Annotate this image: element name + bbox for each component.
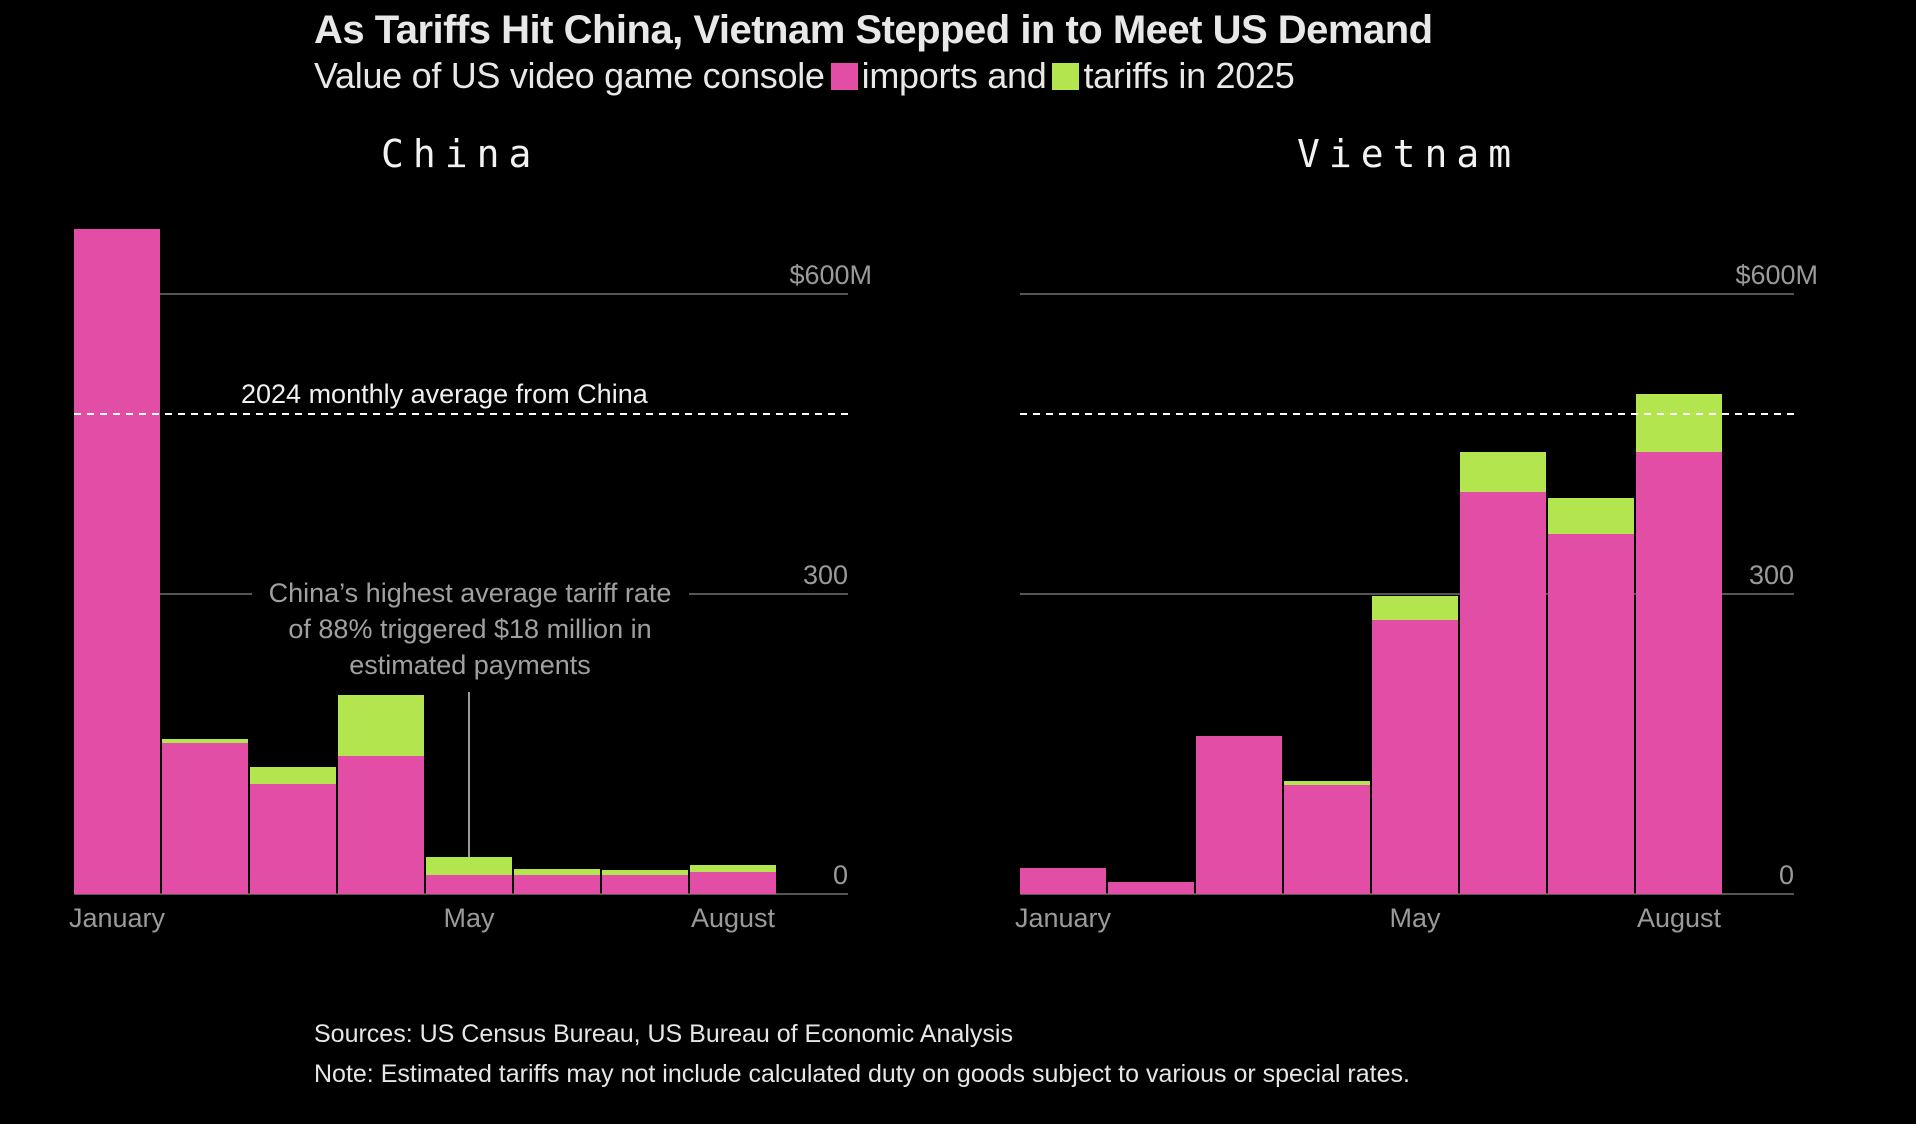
bar-imports-may <box>1372 620 1458 894</box>
legend-swatch-imports <box>830 63 858 90</box>
sources-note: Sources: US Census Bureau, US Bureau of … <box>314 1020 1013 1048</box>
bar-tariffs-june <box>1460 452 1546 492</box>
annotation-background <box>252 582 689 606</box>
bar-imports-may <box>426 875 512 894</box>
legend-label-imports: imports and <box>861 55 1047 96</box>
x-tick-label: January <box>1015 903 1112 933</box>
y-tick-label: 0 <box>1779 860 1794 890</box>
bar-imports-july <box>602 875 688 894</box>
x-tick-label: January <box>69 903 166 933</box>
panel-vietnam: 0 300 $600M January May August <box>1015 260 1818 933</box>
bar-imports-april <box>1284 785 1370 894</box>
bar-imports-january <box>1020 868 1106 894</box>
annotation-text-line: China’s highest average tariff rate <box>269 578 672 608</box>
bar-imports-august <box>690 872 776 894</box>
bar-imports-june <box>1460 492 1546 894</box>
x-tick-label: August <box>691 903 776 933</box>
bar-imports-august <box>1636 452 1722 894</box>
panel-china: 0 300 $600M 2024 monthly average from China… <box>69 229 872 933</box>
bar-tariffs-march <box>250 767 336 784</box>
y-tick-label: 0 <box>833 860 848 890</box>
annotation-text-line: of 88% triggered $18 million in <box>288 614 651 644</box>
chart-subtitle: Value of US video game console imports an… <box>314 55 1295 97</box>
reference-line-label: 2024 monthly average from China <box>241 379 649 409</box>
bar-tariffs-may <box>1372 596 1458 620</box>
bar-imports-february <box>1108 882 1194 894</box>
x-tick-label: May <box>1389 903 1441 933</box>
bar-tariffs-may <box>426 857 512 875</box>
x-tick-label: May <box>443 903 495 933</box>
bar-imports-february <box>162 743 248 894</box>
bar-tariffs-february <box>162 739 248 743</box>
annotation-text-line: estimated payments <box>349 650 591 680</box>
bar-imports-april <box>338 756 424 894</box>
bar-tariffs-august <box>1636 394 1722 452</box>
x-tick-label: August <box>1637 903 1722 933</box>
y-tick-label: 300 <box>1749 560 1794 590</box>
y-tick-label: $600M <box>1735 260 1818 290</box>
bar-imports-march <box>250 784 336 894</box>
bar-imports-january <box>74 229 160 894</box>
bar-tariffs-april <box>338 695 424 756</box>
legend-label-tariffs: tariffs in 2025 <box>1083 55 1295 96</box>
bar-imports-march <box>1196 736 1282 894</box>
y-tick-label: 300 <box>803 560 848 590</box>
bar-tariffs-june <box>514 869 600 875</box>
bar-tariffs-august <box>690 865 776 872</box>
chart-title: As Tariffs Hit China, Vietnam Stepped in… <box>314 8 1433 52</box>
y-tick-label: $600M <box>789 260 872 290</box>
legend-swatch-tariffs <box>1052 63 1080 90</box>
bar-imports-july <box>1548 534 1634 894</box>
panel-title-vietnam: Vietnam <box>1297 132 1521 176</box>
bar-tariffs-july <box>602 870 688 875</box>
panel-title-china: China <box>381 132 541 176</box>
bar-tariffs-april <box>1284 781 1370 785</box>
subtitle-text: Value of US video game console <box>314 55 825 96</box>
bar-imports-june <box>514 875 600 894</box>
bar-tariffs-july <box>1548 498 1634 534</box>
footnote: Note: Estimated tariffs may not include … <box>314 1060 1410 1088</box>
